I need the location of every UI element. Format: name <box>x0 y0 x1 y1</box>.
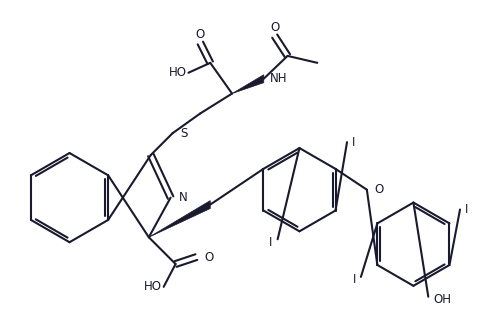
Text: O: O <box>375 183 384 196</box>
Text: I: I <box>353 273 356 286</box>
Text: I: I <box>352 136 355 149</box>
Text: HO: HO <box>144 280 162 293</box>
Text: I: I <box>465 203 468 216</box>
Text: S: S <box>181 127 188 140</box>
Text: O: O <box>196 28 205 41</box>
Text: NH: NH <box>270 72 287 85</box>
Text: O: O <box>204 251 214 264</box>
Text: HO: HO <box>168 66 186 79</box>
Polygon shape <box>232 75 264 94</box>
Text: N: N <box>179 191 187 204</box>
Text: OH: OH <box>433 293 451 306</box>
Polygon shape <box>149 201 210 237</box>
Text: I: I <box>269 236 272 249</box>
Text: O: O <box>270 21 279 34</box>
